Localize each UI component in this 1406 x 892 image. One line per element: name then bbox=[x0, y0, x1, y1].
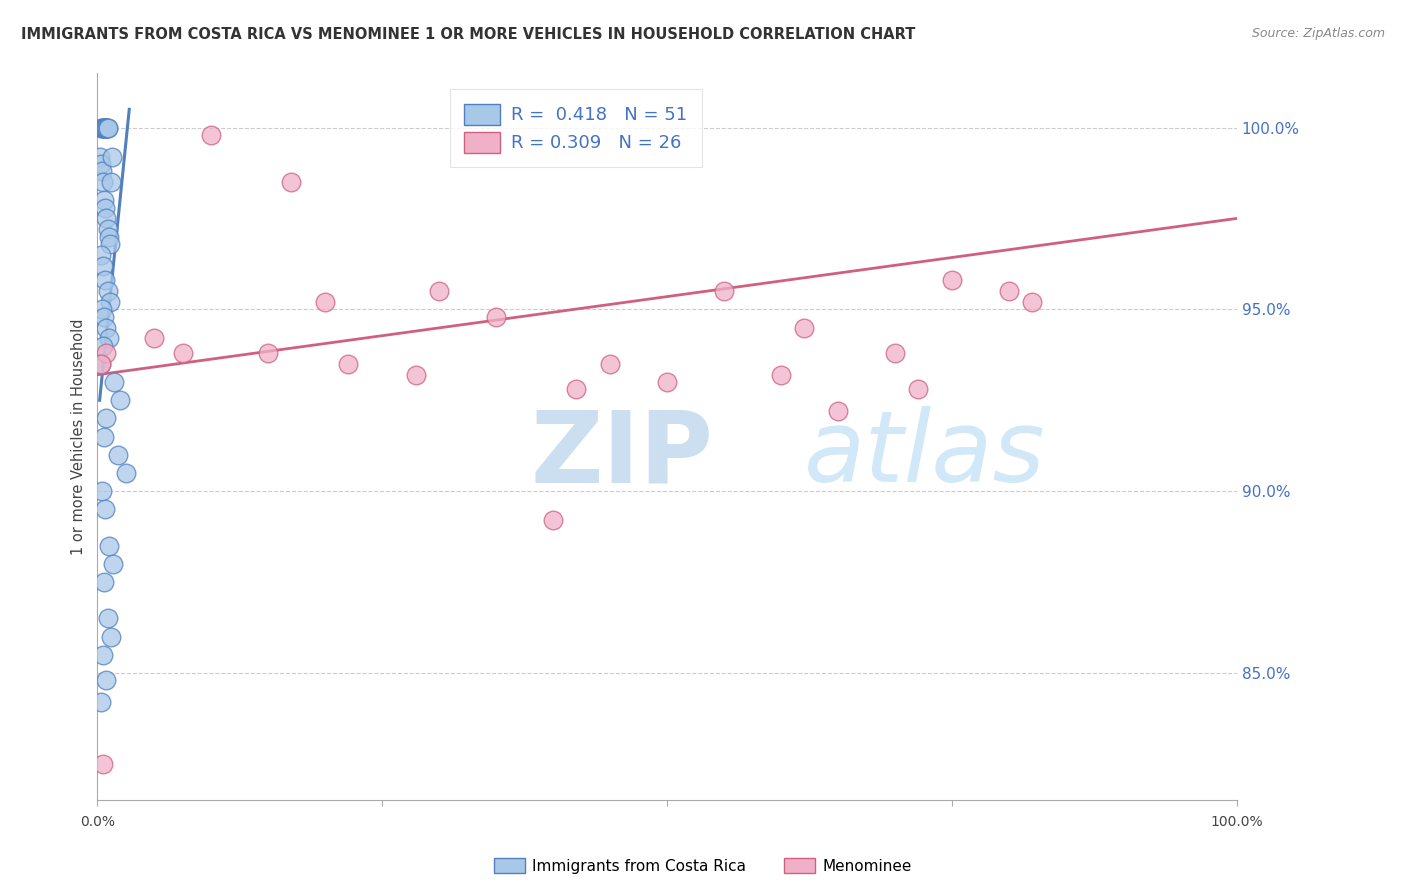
Point bbox=[485, 310, 508, 324]
Point bbox=[97, 229, 120, 244]
Point bbox=[93, 193, 115, 207]
Point bbox=[941, 273, 963, 287]
Point bbox=[107, 448, 129, 462]
Point bbox=[93, 120, 115, 135]
Point bbox=[100, 630, 122, 644]
Point bbox=[108, 393, 131, 408]
Point bbox=[172, 346, 194, 360]
Legend: R =  0.418   N = 51, R = 0.309   N = 26: R = 0.418 N = 51, R = 0.309 N = 26 bbox=[450, 89, 702, 167]
Point bbox=[91, 756, 114, 771]
Point bbox=[94, 273, 117, 287]
Point bbox=[541, 513, 564, 527]
Point bbox=[90, 484, 112, 499]
Point bbox=[97, 222, 120, 236]
Point bbox=[90, 157, 112, 171]
Point bbox=[98, 295, 121, 310]
Point bbox=[91, 175, 114, 189]
Point bbox=[93, 575, 115, 590]
Point bbox=[97, 331, 120, 345]
Text: atlas: atlas bbox=[804, 406, 1046, 503]
Point bbox=[96, 211, 118, 226]
Text: 0.0%: 0.0% bbox=[80, 814, 115, 829]
Point bbox=[200, 128, 222, 142]
Point bbox=[91, 648, 114, 662]
Point bbox=[103, 557, 125, 571]
Text: Source: ZipAtlas.com: Source: ZipAtlas.com bbox=[1251, 27, 1385, 40]
Point bbox=[93, 429, 115, 443]
Point bbox=[97, 120, 120, 135]
Legend: Immigrants from Costa Rica, Menominee: Immigrants from Costa Rica, Menominee bbox=[488, 852, 918, 880]
Y-axis label: 1 or more Vehicles in Household: 1 or more Vehicles in Household bbox=[72, 318, 86, 555]
Point bbox=[90, 357, 112, 371]
Point bbox=[427, 284, 450, 298]
Point bbox=[100, 175, 122, 189]
Text: 100.0%: 100.0% bbox=[1211, 814, 1263, 829]
Point bbox=[96, 673, 118, 688]
Point bbox=[827, 404, 849, 418]
Point bbox=[90, 357, 112, 371]
Point bbox=[96, 346, 118, 360]
Point bbox=[90, 120, 112, 135]
Point bbox=[93, 310, 115, 324]
Point bbox=[96, 120, 118, 135]
Point bbox=[907, 382, 929, 396]
Point bbox=[998, 284, 1021, 298]
Point bbox=[98, 236, 121, 251]
Point bbox=[884, 346, 907, 360]
Point bbox=[94, 120, 117, 135]
Point bbox=[405, 368, 427, 382]
Point bbox=[97, 539, 120, 553]
Point bbox=[97, 284, 120, 298]
Point bbox=[96, 411, 118, 425]
Point bbox=[280, 175, 302, 189]
Point bbox=[257, 346, 280, 360]
Point bbox=[101, 150, 124, 164]
Point bbox=[94, 502, 117, 516]
Point bbox=[90, 695, 112, 709]
Point bbox=[565, 382, 588, 396]
Point bbox=[90, 120, 112, 135]
Text: ZIP: ZIP bbox=[530, 406, 713, 503]
Point bbox=[91, 259, 114, 273]
Point bbox=[114, 466, 136, 480]
Point bbox=[94, 201, 117, 215]
Point bbox=[93, 120, 115, 135]
Point bbox=[96, 120, 118, 135]
Point bbox=[655, 375, 678, 389]
Point bbox=[337, 357, 360, 371]
Point bbox=[769, 368, 792, 382]
Point bbox=[143, 331, 166, 345]
Point bbox=[89, 150, 111, 164]
Point bbox=[793, 320, 815, 334]
Point bbox=[96, 320, 118, 334]
Point bbox=[314, 295, 336, 310]
Point bbox=[97, 120, 120, 135]
Point bbox=[97, 611, 120, 625]
Point bbox=[1021, 295, 1043, 310]
Point bbox=[713, 284, 735, 298]
Point bbox=[90, 248, 112, 262]
Point bbox=[94, 120, 117, 135]
Point bbox=[599, 357, 621, 371]
Point bbox=[90, 302, 112, 317]
Text: IMMIGRANTS FROM COSTA RICA VS MENOMINEE 1 OR MORE VEHICLES IN HOUSEHOLD CORRELAT: IMMIGRANTS FROM COSTA RICA VS MENOMINEE … bbox=[21, 27, 915, 42]
Point bbox=[103, 375, 125, 389]
Point bbox=[94, 120, 117, 135]
Point bbox=[91, 120, 114, 135]
Point bbox=[91, 339, 114, 353]
Point bbox=[91, 164, 114, 178]
